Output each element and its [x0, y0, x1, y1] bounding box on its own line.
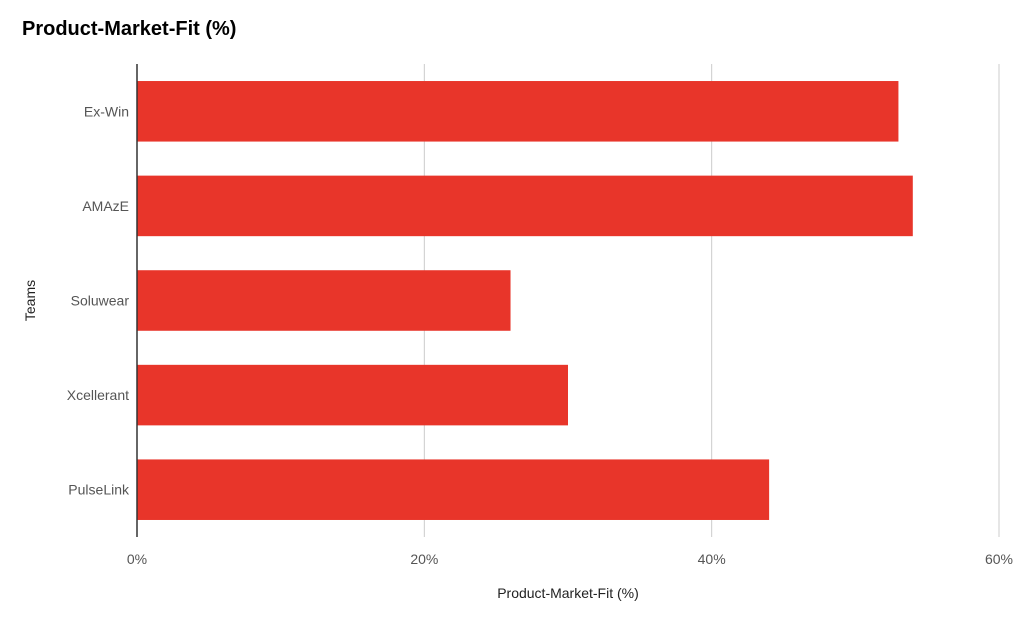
y-tick-label-0: Ex-Win — [84, 103, 129, 119]
y-tick-label-1: AMAzE — [82, 198, 129, 214]
x-tick-label-1: 20% — [410, 551, 438, 567]
y-axis-title: Teams — [22, 280, 38, 321]
x-tick-label-2: 40% — [698, 551, 726, 567]
bar-1 — [137, 175, 913, 237]
bar-0 — [137, 81, 899, 142]
x-tick-label-0: 0% — [127, 551, 147, 567]
y-tick-labels: Ex-Win AMAzE Soluwear Xcellerant PulseLink — [67, 103, 130, 497]
x-tick-label-3: 60% — [985, 551, 1013, 567]
bar-4 — [137, 459, 770, 520]
y-tick-label-2: Soluwear — [71, 293, 130, 309]
bar-2 — [137, 270, 511, 331]
y-tick-label-4: PulseLink — [68, 482, 130, 498]
bar-3 — [137, 364, 568, 426]
bars — [137, 81, 913, 520]
x-tick-labels: 0% 20% 40% 60% — [127, 551, 1013, 567]
chart-title: Product-Market-Fit (%) — [22, 18, 237, 40]
y-tick-label-3: Xcellerant — [67, 387, 129, 403]
x-axis-title: Product-Market-Fit (%) — [497, 585, 639, 601]
